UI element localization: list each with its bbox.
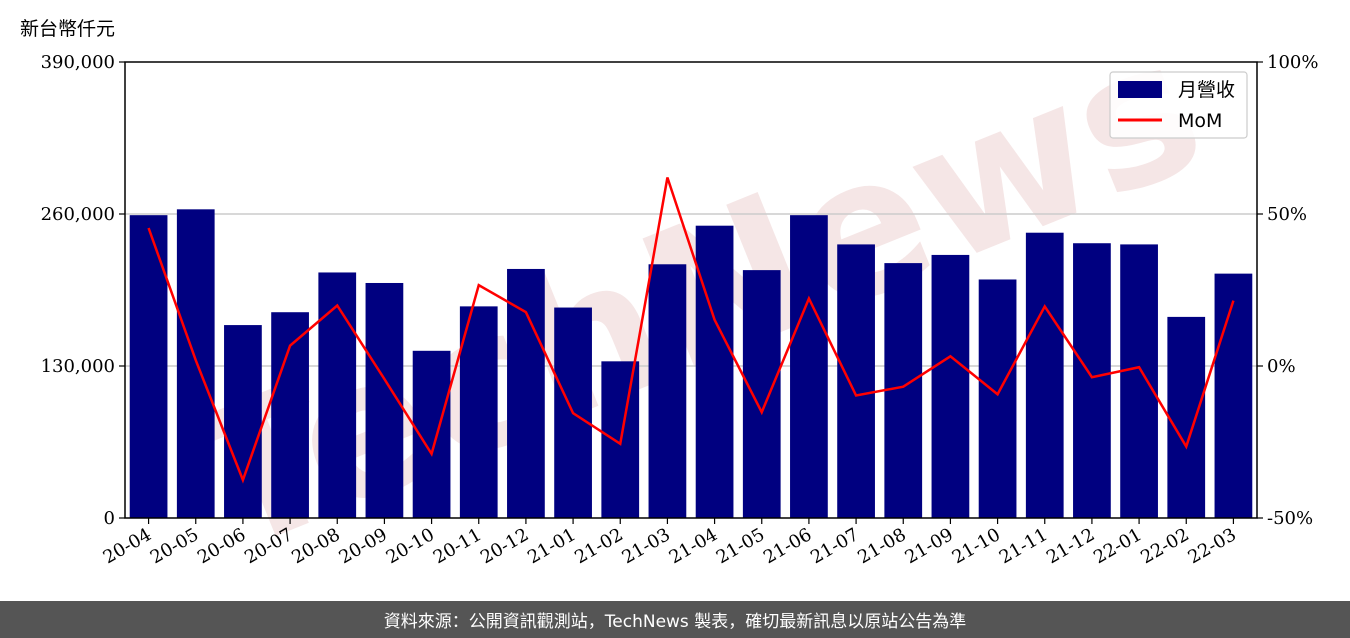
x-tick-label: 21-06 — [760, 524, 815, 568]
legend-label-mom: MoM — [1178, 110, 1222, 132]
legend: 月營收 MoM — [1109, 71, 1248, 139]
legend-label-revenue: 月營收 — [1178, 79, 1235, 101]
bar-21-09 — [931, 254, 970, 518]
x-tick-label: 21-08 — [854, 524, 909, 568]
y-right-tick-label: -50% — [1267, 508, 1313, 529]
y-right-tick-label: 100% — [1267, 52, 1318, 73]
x-tick-label: 22-03 — [1184, 524, 1239, 568]
chart: TechNews 0130,000260,000390,000-50%0%50%… — [41, 0, 1319, 595]
x-tick-label: 21-12 — [1043, 524, 1098, 568]
x-tick-label: 21-05 — [713, 524, 768, 568]
bar-layer — [129, 209, 1253, 519]
bar-21-04 — [695, 225, 734, 518]
mom-line — [147, 177, 1235, 484]
bar-22-01 — [1120, 244, 1158, 518]
x-tick-label: 21-04 — [666, 524, 721, 568]
x-tick-label: 20-04 — [100, 524, 155, 568]
bar-22-03 — [1214, 273, 1253, 518]
bar-21-11 — [1025, 232, 1064, 518]
grid-layer — [125, 213, 1257, 367]
x-tick-label: 21-03 — [618, 524, 673, 568]
bar-20-06 — [224, 325, 262, 518]
legend-swatch-bar — [1118, 81, 1162, 98]
bar-20-11 — [459, 306, 498, 518]
bar-21-05 — [742, 270, 781, 518]
x-tick-label: 21-07 — [807, 524, 862, 568]
x-tick-label: 21-09 — [901, 524, 956, 568]
bar-21-03 — [648, 264, 687, 518]
bar-20-08 — [318, 272, 357, 518]
bar-20-05 — [176, 209, 215, 519]
bar-20-04 — [129, 215, 168, 518]
x-tick-label: 20-11 — [430, 524, 485, 568]
bar-21-06 — [790, 215, 828, 518]
bar-21-07 — [837, 244, 875, 518]
bar-22-02 — [1167, 316, 1206, 518]
y-left-tick-label: 260,000 — [41, 204, 115, 225]
y-left-tick-label: 130,000 — [41, 356, 115, 377]
x-tick-label: 20-12 — [477, 524, 532, 568]
bar-20-12 — [507, 268, 545, 518]
y-left-tick-label: 390,000 — [41, 52, 115, 73]
plot-frame — [124, 61, 1258, 519]
footer-source-note: 資料來源：公開資訊觀測站，TechNews 製表，確切最新訊息以原站公告為準 — [0, 601, 1350, 638]
x-tick-label: 22-02 — [1137, 524, 1192, 568]
bar-21-10 — [978, 279, 1017, 518]
x-tick-label: 21-01 — [524, 524, 579, 568]
y-axis-unit-label: 新台幣仟元 — [20, 18, 116, 40]
line-layer — [147, 177, 1235, 484]
y-right-tick-label: 0% — [1267, 356, 1296, 377]
bar-20-07 — [271, 312, 309, 518]
x-tick-label: 20-05 — [147, 524, 202, 568]
y-left-tick-label: 0 — [104, 508, 115, 529]
x-tick-label: 22-01 — [1090, 524, 1145, 568]
y-right-tick-label: 50% — [1267, 204, 1307, 225]
x-tick-label: 21-11 — [996, 524, 1051, 568]
bar-21-08 — [884, 263, 923, 518]
bar-21-12 — [1073, 243, 1111, 518]
x-tick-label: 21-10 — [949, 524, 1004, 568]
x-tick-label: 21-02 — [571, 524, 626, 568]
